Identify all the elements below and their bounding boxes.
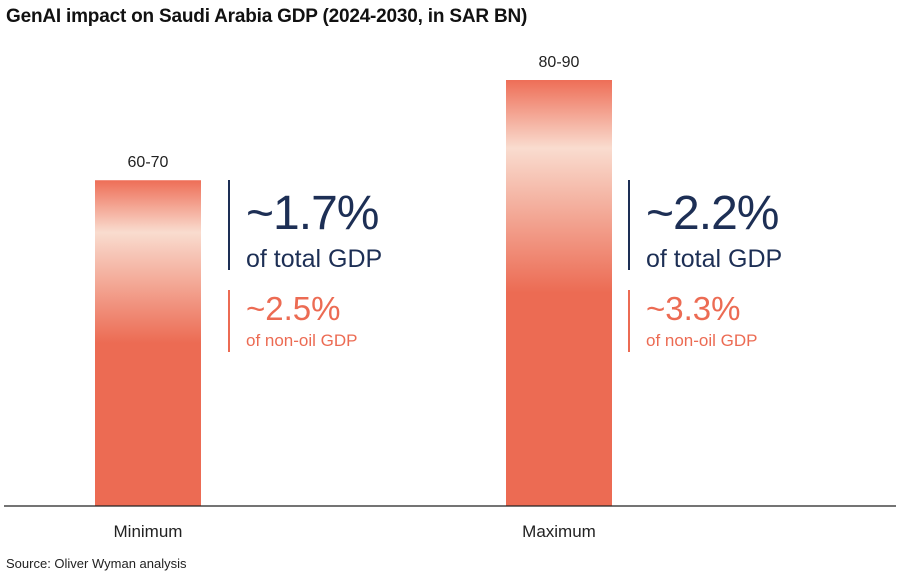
callout-divider-total <box>228 180 230 270</box>
bar-maximum <box>506 80 612 506</box>
bars-layer <box>95 80 612 506</box>
nonoil-gdp-share-value: ~3.3% <box>646 290 741 327</box>
chart-title: GenAI impact on Saudi Arabia GDP (2024-2… <box>6 6 528 27</box>
nonoil-gdp-share-label: of non-oil GDP <box>646 331 758 350</box>
bar-value-label: 60-70 <box>128 154 169 171</box>
nonoil-gdp-share-value: ~2.5% <box>246 290 341 327</box>
category-label: Maximum <box>522 522 596 541</box>
total-gdp-share-label: of total GDP <box>646 245 783 273</box>
total-gdp-share-value: ~2.2% <box>646 187 779 240</box>
category-label: Minimum <box>114 522 183 541</box>
callout-divider-nonoil <box>628 290 630 352</box>
source-note: Source: Oliver Wyman analysis <box>6 556 187 571</box>
bar-value-label: 80-90 <box>539 54 580 71</box>
total-gdp-share-label: of total GDP <box>246 245 383 273</box>
labels-layer: 60-70 Minimum 80-90 Maximum <box>114 54 596 541</box>
total-gdp-share-value: ~1.7% <box>246 187 379 240</box>
callout-divider-nonoil <box>228 290 230 352</box>
callout-divider-total <box>628 180 630 270</box>
bar-minimum <box>95 180 201 506</box>
nonoil-gdp-share-label: of non-oil GDP <box>246 331 358 350</box>
